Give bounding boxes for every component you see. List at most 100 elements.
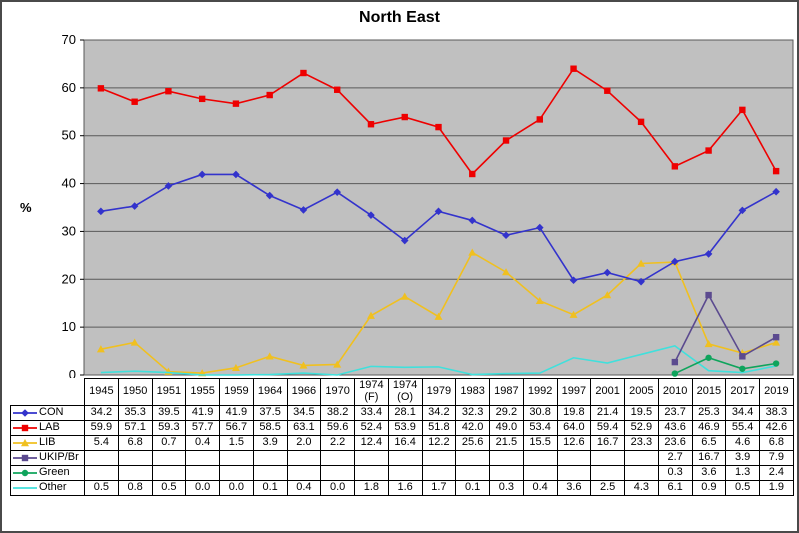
year-header-cell: 1992 xyxy=(522,378,558,406)
value-cell: 1.8 xyxy=(354,480,389,496)
value-cell xyxy=(522,465,558,481)
data-point-marker xyxy=(165,88,172,95)
value-cell: 0.0 xyxy=(320,480,355,496)
data-point-marker xyxy=(772,360,780,367)
data-point-marker xyxy=(21,424,29,432)
value-cell: 59.6 xyxy=(320,420,355,436)
value-cell: 59.3 xyxy=(151,420,187,436)
value-cell xyxy=(455,465,490,481)
year-header-cell: 1983 xyxy=(455,378,490,406)
data-point-marker xyxy=(334,86,341,93)
value-cell: 0.4 xyxy=(185,435,220,451)
series-ukipbr xyxy=(671,291,780,366)
value-cell: 3.6 xyxy=(556,480,592,496)
data-point-marker xyxy=(604,87,611,94)
value-cell: 43.6 xyxy=(657,420,693,436)
value-cell: 0.5 xyxy=(151,480,187,496)
value-cell: 58.5 xyxy=(252,420,288,436)
value-cell: 41.9 xyxy=(219,405,254,421)
data-point-marker xyxy=(232,100,240,107)
value-cell: 30.8 xyxy=(522,405,558,421)
value-cell xyxy=(117,450,153,466)
year-header-cell: 2001 xyxy=(590,378,625,406)
value-cell: 12.2 xyxy=(421,435,457,451)
value-cell: 34.5 xyxy=(286,405,322,421)
data-point-marker xyxy=(366,311,375,319)
data-point-marker xyxy=(705,291,712,299)
data-point-marker xyxy=(704,339,713,348)
y-tick-label: 30 xyxy=(62,223,76,238)
year-header-cell: 1974 (F) xyxy=(354,378,389,406)
value-cell xyxy=(286,450,322,466)
value-cell: 63.1 xyxy=(286,420,322,436)
table-row-ukipbr: UKIP/Br 2.7 16.7 3.9 7.9 xyxy=(10,450,794,466)
other-legend-icon xyxy=(13,487,37,489)
value-cell: 19.8 xyxy=(556,405,592,421)
data-point-marker xyxy=(400,292,409,300)
value-cell: 0.1 xyxy=(252,480,288,496)
value-cell: 15.5 xyxy=(522,435,558,451)
y-tick-label: 10 xyxy=(62,319,76,334)
y-tick-label: 50 xyxy=(62,128,76,143)
value-cell: 6.5 xyxy=(691,435,727,451)
value-cell: 23.3 xyxy=(624,435,659,451)
data-point-marker xyxy=(198,170,206,179)
value-cell: 1.7 xyxy=(421,480,457,496)
year-header-cell: 1964 xyxy=(252,378,288,406)
lib-legend-icon xyxy=(13,438,37,447)
value-cell: 7.9 xyxy=(759,450,794,466)
value-cell: 0.7 xyxy=(151,435,187,451)
data-point-marker xyxy=(21,438,29,447)
value-cell: 4.3 xyxy=(624,480,659,496)
table-row-other: Other 0.5 0.8 0.5 0.0 0.0 0.1 0.4 0.0 1.8 1.6 1.7 0.… xyxy=(10,480,794,496)
chart-svg: 0 10 20 30 40 50 60 70 xyxy=(62,32,794,378)
value-cell xyxy=(522,450,558,466)
value-cell: 4.6 xyxy=(725,435,760,451)
value-cell xyxy=(185,465,220,481)
series-line xyxy=(100,344,777,376)
value-cell: 42.6 xyxy=(759,420,794,436)
year-header-cell: 1959 xyxy=(219,378,254,406)
data-point-marker xyxy=(637,259,646,267)
table-row-con: CON 34.2 35.3 39.5 41.9 41.9 37.5 34.5 38.2 33.4 2… xyxy=(10,405,794,421)
series-line xyxy=(674,293,777,363)
value-cell xyxy=(151,450,187,466)
value-cell xyxy=(421,465,457,481)
data-table: 1945 1950 1951 1955 1959 1964 1966 1970 1974 (F)… xyxy=(10,378,794,496)
value-cell xyxy=(320,450,355,466)
value-cell xyxy=(252,465,288,481)
value-cell: 56.7 xyxy=(219,420,254,436)
data-point-marker xyxy=(435,123,442,131)
lab-legend-icon xyxy=(13,424,37,432)
value-cell: 16.4 xyxy=(387,435,423,451)
data-point-marker xyxy=(164,182,173,190)
data-point-marker xyxy=(739,365,746,372)
year-header-cell: 1945 xyxy=(84,378,119,406)
series-line xyxy=(674,356,777,375)
value-cell: 49.0 xyxy=(489,420,524,436)
data-point-marker xyxy=(502,268,511,276)
green-legend-icon xyxy=(13,469,37,477)
data-point-marker xyxy=(739,353,746,360)
value-cell: 29.2 xyxy=(489,405,524,421)
value-cell: 32.3 xyxy=(455,405,490,421)
value-cell: 12.6 xyxy=(556,435,592,451)
value-cell xyxy=(252,450,288,466)
value-cell: 0.4 xyxy=(286,480,322,496)
data-point-marker xyxy=(705,147,712,154)
data-point-marker xyxy=(535,296,544,305)
data-point-marker xyxy=(468,216,477,225)
series-name-label: LAB xyxy=(39,421,60,434)
year-header-cell: 2017 xyxy=(725,378,760,406)
value-cell: 0.3 xyxy=(489,480,524,496)
value-cell: 1.5 xyxy=(219,435,254,451)
value-cell xyxy=(286,465,322,481)
data-point-marker xyxy=(671,163,679,170)
data-point-marker xyxy=(535,223,544,232)
value-cell xyxy=(489,450,524,466)
ukipbr-legend-icon xyxy=(13,454,37,462)
data-point-marker xyxy=(772,187,780,196)
y-tick-label: 20 xyxy=(62,271,76,286)
data-point-marker xyxy=(299,361,308,369)
